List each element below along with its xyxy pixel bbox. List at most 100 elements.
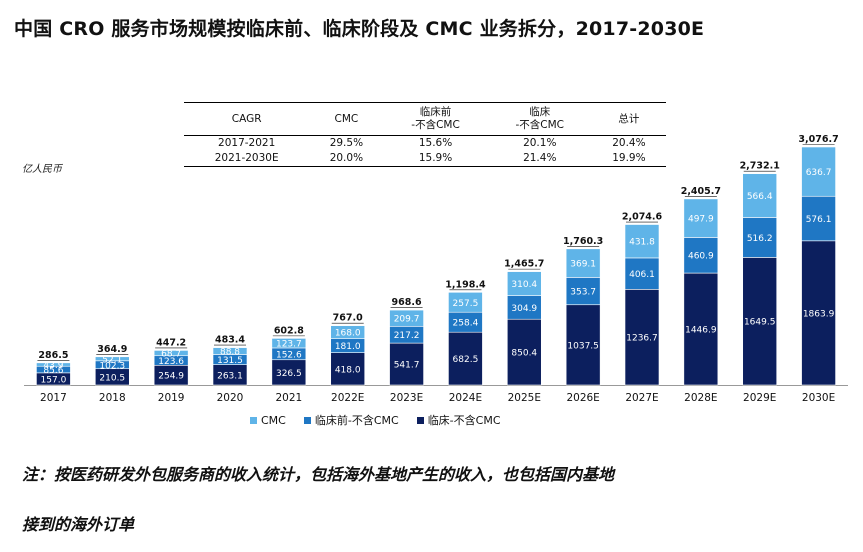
cagr-header-cell: 总计 — [591, 102, 666, 136]
total-label: 1,198.4 — [445, 279, 486, 290]
total-label: 3,076.7 — [798, 134, 838, 145]
bar-segment-cmc — [683, 198, 719, 238]
data-label: 209.7 — [394, 315, 420, 325]
x-tick-label: 2025E — [508, 392, 541, 404]
data-label: 157.0 — [41, 375, 67, 385]
data-label: 181.0 — [335, 342, 361, 352]
data-label: 1649.5 — [744, 318, 776, 328]
data-label: 1446.9 — [685, 326, 717, 336]
data-label: 566.4 — [747, 192, 773, 202]
legend-swatch-preclinical — [303, 416, 311, 424]
cagr-cell: 15.9% — [383, 151, 488, 167]
bar-segment-preclinical — [683, 237, 719, 274]
bar-segment-cmc — [36, 362, 71, 367]
total-label: 364.9 — [97, 344, 127, 355]
bar-segment-cmc — [624, 224, 660, 259]
bar-segment-clinical — [448, 331, 483, 386]
bar-segment-cmc — [506, 271, 542, 296]
chart-legend: CMC 临床前-不含CMC 临床-不含CMC — [250, 412, 501, 428]
x-tick-label: 2024E — [449, 392, 482, 404]
cagr-header-row: CAGR CMC 临床前 -不含CMC 临床 -不含CMC 总计 — [184, 102, 666, 136]
total-label: 602.8 — [274, 325, 304, 336]
table-row: 2017-2021 29.5% 15.6% 20.1% 20.4% — [184, 136, 666, 152]
x-tick-label: 2018 — [99, 392, 126, 404]
total-label: 447.2 — [156, 337, 186, 348]
data-label: 850.4 — [511, 349, 537, 359]
cagr-table: CAGR CMC 临床前 -不含CMC 临床 -不含CMC 总计 2017-20… — [184, 102, 666, 167]
data-label: 210.5 — [99, 373, 125, 383]
cagr-cell: 20.0% — [309, 151, 384, 167]
data-label: 369.1 — [570, 260, 596, 270]
x-tick-label: 2029E — [743, 392, 776, 404]
cagr-header-cell: 临床前 -不含CMC — [383, 102, 488, 136]
data-label: 1863.9 — [803, 309, 835, 319]
data-label: 431.8 — [629, 238, 655, 248]
data-label: 88.8 — [220, 348, 240, 358]
table-row: 2021-2030E 20.0% 15.9% 21.4% 19.9% — [184, 151, 666, 167]
legend-label: CMC — [261, 413, 286, 427]
total-label: 483.4 — [215, 335, 245, 346]
x-tick-label: 2021 — [275, 392, 302, 404]
footnote-line-2: 接到的海外订单 — [22, 515, 135, 534]
data-label: 85.6 — [43, 366, 63, 376]
data-label: 326.5 — [276, 369, 302, 379]
bar-segment-cmc — [330, 325, 366, 339]
data-label: 131.5 — [217, 356, 243, 366]
data-label: 217.2 — [394, 331, 420, 341]
x-tick-label: 2017 — [40, 392, 67, 404]
data-label: 1236.7 — [626, 334, 658, 344]
legend-item-clinical: 临床-不含CMC — [416, 412, 501, 428]
data-label: 258.4 — [453, 319, 479, 329]
data-label: 52.1 — [102, 355, 122, 365]
legend-item-cmc: CMC — [250, 412, 286, 428]
cagr-cell: 15.6% — [418, 137, 453, 149]
bar-segment-preclinical — [801, 195, 836, 242]
data-label: 43.9 — [43, 361, 63, 371]
data-label: 576.1 — [806, 215, 832, 225]
bar-segment-cmc — [94, 356, 130, 362]
cagr-header-cell: CAGR — [184, 102, 310, 136]
data-label: 257.5 — [453, 299, 479, 309]
total-label: 2,074.6 — [622, 212, 663, 223]
bar-segment-cmc — [801, 146, 836, 197]
bar-segment-cmc — [448, 291, 483, 313]
data-label: 406.1 — [629, 270, 655, 280]
data-label: 310.4 — [511, 280, 537, 290]
bar-segment-preclinical — [565, 277, 601, 306]
cagr-cell: 2017-2021 — [218, 137, 276, 149]
cagr-cell: 19.9% — [591, 151, 666, 167]
total-label: 1,760.3 — [563, 236, 603, 247]
bar-segment-cmc — [212, 347, 248, 355]
total-label: 286.5 — [38, 350, 68, 361]
data-label: 460.9 — [688, 252, 714, 262]
bar-segment-clinical — [506, 318, 542, 386]
bar-segment-clinical — [271, 359, 307, 386]
total-label: 1,465.7 — [504, 259, 544, 270]
data-label: 636.7 — [806, 168, 832, 178]
footnote-line-1: 注：按医药研发外包服务商的收入统计，包括海外基地产生的收入，也包括国内基地 — [22, 465, 615, 484]
data-label: 353.7 — [570, 288, 596, 298]
total-label: 968.6 — [392, 297, 422, 308]
bar-segment-preclinical — [742, 217, 778, 258]
data-label: 682.5 — [453, 355, 479, 365]
legend-swatch-clinical — [416, 416, 424, 424]
data-label: 516.2 — [747, 234, 773, 244]
cagr-cell: 20.1% — [523, 137, 557, 149]
data-label: 418.0 — [335, 365, 361, 375]
bar-segment-cmc — [153, 350, 189, 357]
data-label: 541.7 — [394, 361, 420, 371]
cagr-cell: 21.4% — [487, 151, 592, 167]
cagr-header-cell: 临床 -不含CMC — [487, 102, 592, 136]
x-tick-label: 2028E — [684, 392, 717, 404]
bar-segment-clinical — [389, 342, 424, 386]
legend-label: 临床前-不含CMC — [314, 414, 399, 427]
x-tick-label: 2027E — [625, 392, 658, 404]
cagr-header-cell: CMC — [309, 102, 384, 136]
data-label: 263.1 — [217, 371, 243, 381]
bar-segment-clinical — [330, 352, 366, 386]
data-label: 168.0 — [335, 329, 361, 339]
bar-segment-cmc — [389, 309, 424, 327]
data-label: 254.9 — [158, 372, 184, 382]
data-label: 1037.5 — [567, 341, 599, 351]
